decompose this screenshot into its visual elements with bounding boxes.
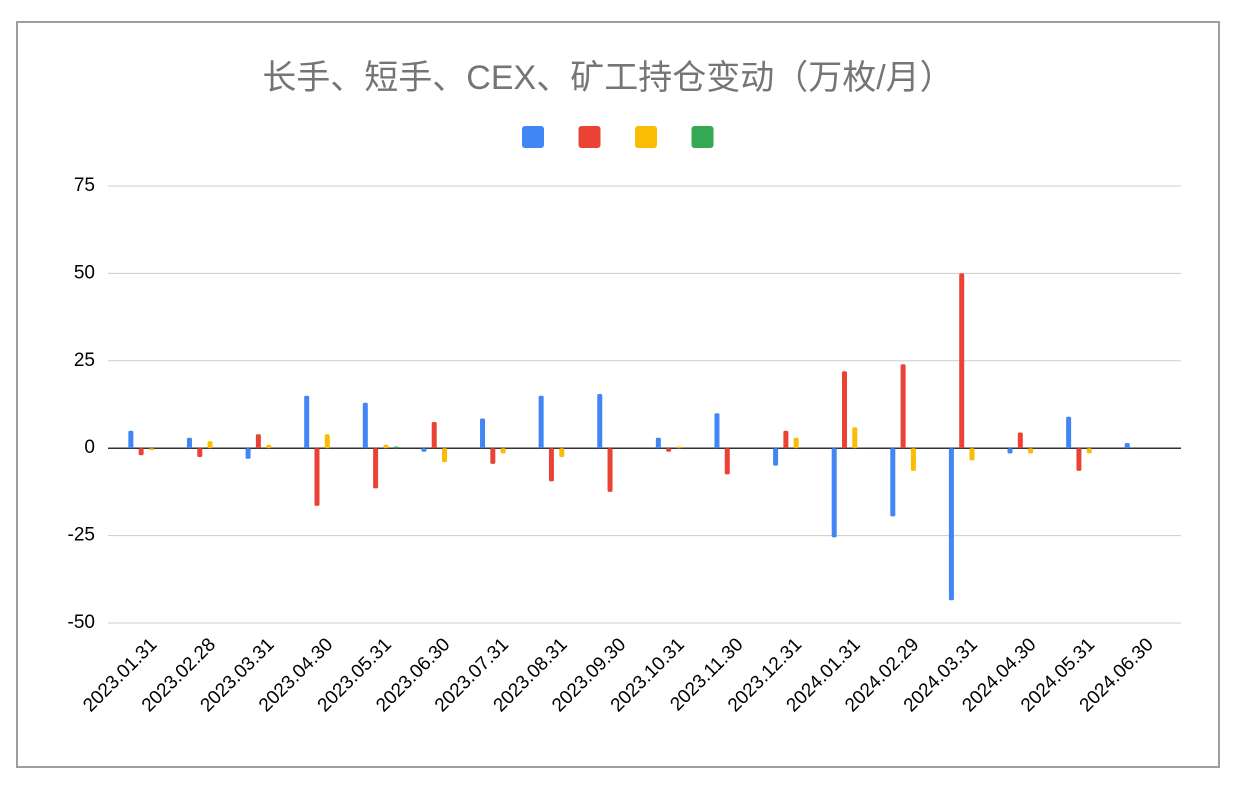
bar [548, 448, 554, 482]
bar [969, 448, 975, 461]
bar [841, 371, 847, 449]
bar [900, 364, 906, 449]
chart-title: 长手、短手、CEX、矿工持仓变动（万枚/月） [262, 59, 953, 97]
bar [1086, 448, 1092, 454]
bar [442, 448, 448, 463]
bar [500, 448, 506, 454]
bar [852, 427, 858, 449]
bar [393, 446, 399, 449]
y-tick-label: -25 [68, 525, 95, 546]
y-tick-label: -50 [68, 612, 95, 633]
bar [655, 437, 661, 449]
legend-swatch [522, 126, 544, 148]
bar [1017, 432, 1023, 449]
bar [128, 430, 134, 449]
bar [255, 434, 261, 449]
bar [431, 421, 437, 449]
bar [959, 273, 965, 449]
bar [1028, 448, 1034, 454]
bar [480, 418, 486, 449]
y-tick-label: 75 [74, 175, 95, 196]
bar [724, 448, 730, 475]
bar [383, 444, 389, 449]
bar [1066, 416, 1072, 449]
bar [1124, 442, 1130, 449]
legend-swatch [691, 126, 714, 148]
bar [607, 448, 613, 492]
bar [559, 448, 565, 457]
bar [138, 448, 144, 456]
bar [245, 448, 251, 459]
bar [324, 434, 330, 449]
bar [373, 448, 379, 489]
bar [538, 395, 544, 449]
bar [266, 444, 272, 449]
bar [783, 430, 789, 449]
bar [1076, 448, 1082, 471]
bar [831, 448, 837, 538]
y-tick-label: 50 [74, 262, 95, 283]
bar [186, 437, 192, 449]
bar [490, 448, 496, 464]
bar [890, 448, 896, 517]
bar [207, 441, 213, 449]
bar [197, 448, 203, 457]
bar [1007, 448, 1013, 454]
bar [714, 413, 720, 449]
bar [948, 448, 954, 601]
bar [676, 446, 682, 449]
bar [773, 448, 779, 466]
legend-swatch [578, 126, 601, 148]
bar [793, 437, 799, 449]
y-tick-label: 0 [84, 437, 95, 458]
bar [314, 448, 320, 506]
bar [910, 448, 916, 471]
legend-swatch [635, 126, 657, 148]
bar [421, 448, 427, 452]
y-tick-label: 25 [74, 350, 95, 371]
bar [666, 448, 672, 452]
chart-border [16, 21, 1220, 768]
bar [362, 402, 368, 449]
bar [597, 394, 603, 449]
bar [148, 448, 154, 450]
bar [304, 395, 310, 449]
